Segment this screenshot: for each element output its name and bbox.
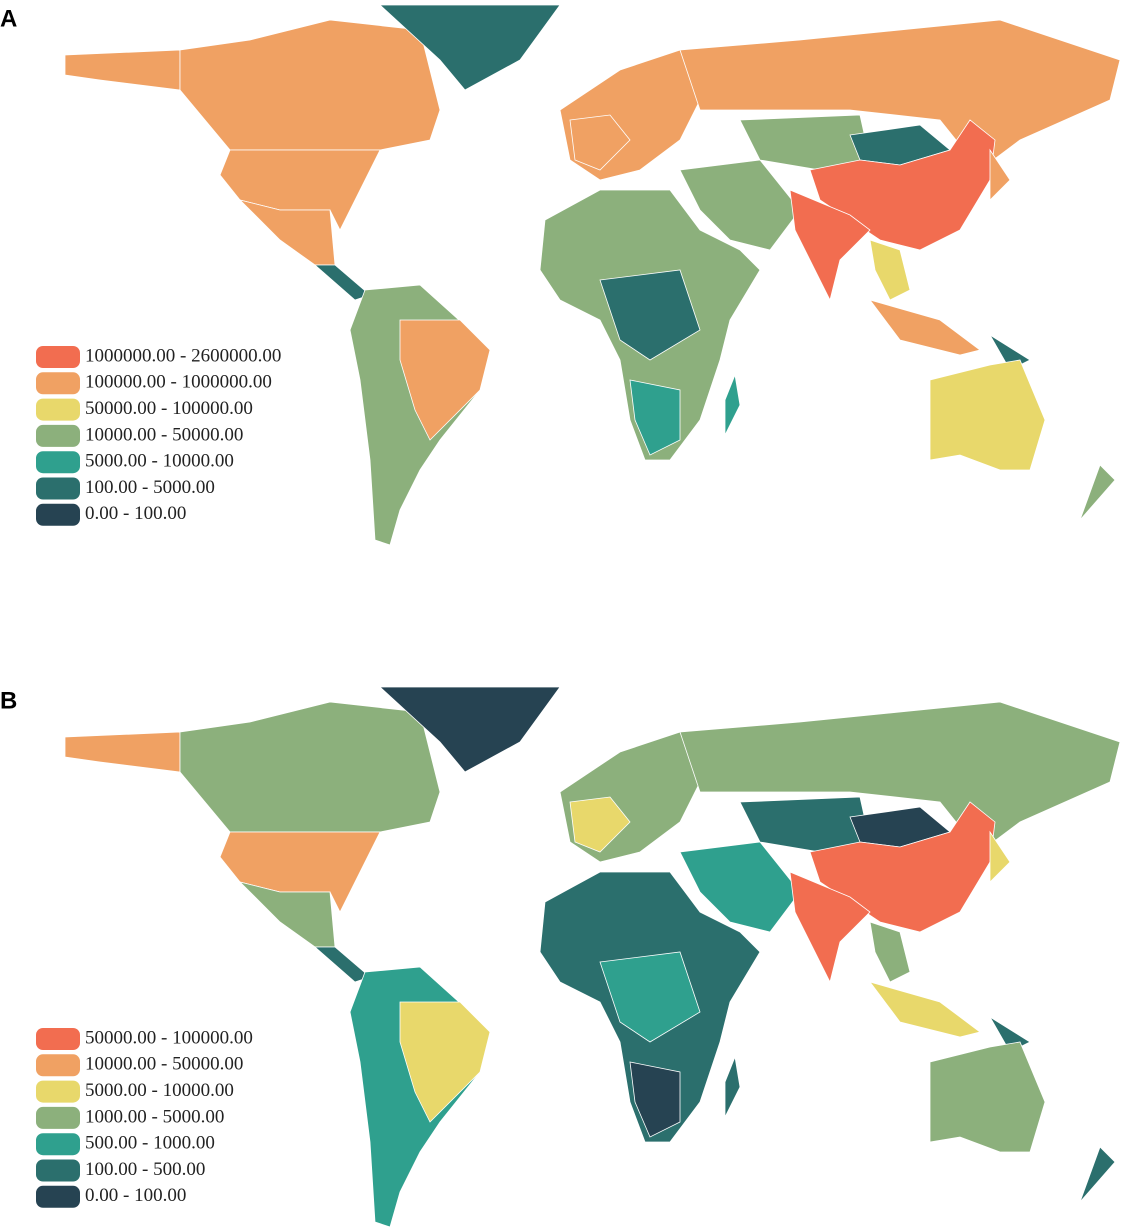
- legend-swatch: [36, 1185, 80, 1208]
- legend-label: 1000000.00 - 2600000.00: [85, 345, 281, 366]
- brazil: [399, 319, 491, 441]
- legend-label: 0.00 - 100.00: [85, 503, 186, 524]
- world-map: [64, 686, 1121, 1228]
- legend-swatch: [36, 1080, 80, 1103]
- legend-swatch: [36, 503, 80, 526]
- legend-swatch: [36, 477, 80, 500]
- legend-label: 5000.00 - 10000.00: [85, 451, 234, 472]
- central-america: [313, 264, 371, 301]
- legend-swatch: [36, 451, 80, 474]
- japan: [989, 148, 1011, 201]
- japan: [989, 830, 1011, 883]
- legend-label: 5000.00 - 10000.00: [85, 1080, 234, 1101]
- legend-label: 10000.00 - 50000.00: [85, 424, 243, 445]
- legend-label: 0.00 - 100.00: [85, 1185, 186, 1206]
- legend-swatch: [36, 1028, 80, 1050]
- canada: [179, 701, 441, 833]
- southeast-asia: [869, 239, 911, 301]
- legend-swatch: [36, 346, 80, 368]
- map-panel: B 50000.00 - 100000.00 10000.00 - 50000.00…: [0, 686, 1121, 1228]
- central-america: [313, 946, 371, 983]
- legend-label: 100000.00 - 1000000.00: [85, 372, 272, 393]
- mexico: [238, 199, 336, 266]
- greenland: [378, 4, 561, 91]
- india: [789, 189, 871, 302]
- madagascar: [724, 1055, 741, 1118]
- southern-africa: [629, 1061, 681, 1138]
- greenland: [378, 686, 561, 773]
- russia: [679, 19, 1121, 171]
- mexico: [238, 881, 336, 948]
- southern-africa: [629, 379, 681, 456]
- alaska: [64, 49, 181, 91]
- new-zealand: [1079, 1146, 1116, 1203]
- world-map: [64, 4, 1121, 546]
- russia: [679, 701, 1121, 853]
- legend-swatch: [36, 398, 80, 421]
- legend-label: 100.00 - 5000.00: [85, 477, 215, 498]
- legend-label: 10000.00 - 50000.00: [85, 1054, 243, 1075]
- western-europe: [569, 796, 631, 853]
- legend-label: 50000.00 - 100000.00: [85, 398, 253, 419]
- legend-swatch: [36, 1159, 80, 1182]
- alaska: [64, 731, 181, 773]
- legend-swatch: [36, 424, 80, 447]
- panel-label: A: [0, 5, 17, 32]
- southeast-asia: [869, 921, 911, 983]
- legend-label: 1000.00 - 5000.00: [85, 1106, 224, 1127]
- new-zealand: [1079, 464, 1116, 521]
- legend-label: 100.00 - 500.00: [85, 1159, 205, 1180]
- legend-swatch: [36, 1133, 80, 1156]
- indonesia: [868, 299, 981, 356]
- australia: [929, 359, 1046, 471]
- panel-label: B: [0, 687, 17, 714]
- central-africa: [599, 269, 701, 361]
- legend-swatch: [36, 372, 80, 395]
- canada: [179, 19, 441, 151]
- western-europe: [569, 114, 631, 171]
- central-africa: [599, 951, 701, 1043]
- brazil: [399, 1001, 491, 1123]
- legend-label: 50000.00 - 100000.00: [85, 1027, 253, 1048]
- australia: [929, 1041, 1046, 1153]
- map-panel: A 1000000.00 - 2600000.00 100000.00 - 1000…: [0, 4, 1121, 546]
- legend-label: 500.00 - 1000.00: [85, 1133, 215, 1154]
- india: [789, 871, 871, 984]
- legend-swatch: [36, 1106, 80, 1129]
- madagascar: [724, 373, 741, 436]
- indonesia: [868, 981, 981, 1038]
- legend-swatch: [36, 1054, 80, 1077]
